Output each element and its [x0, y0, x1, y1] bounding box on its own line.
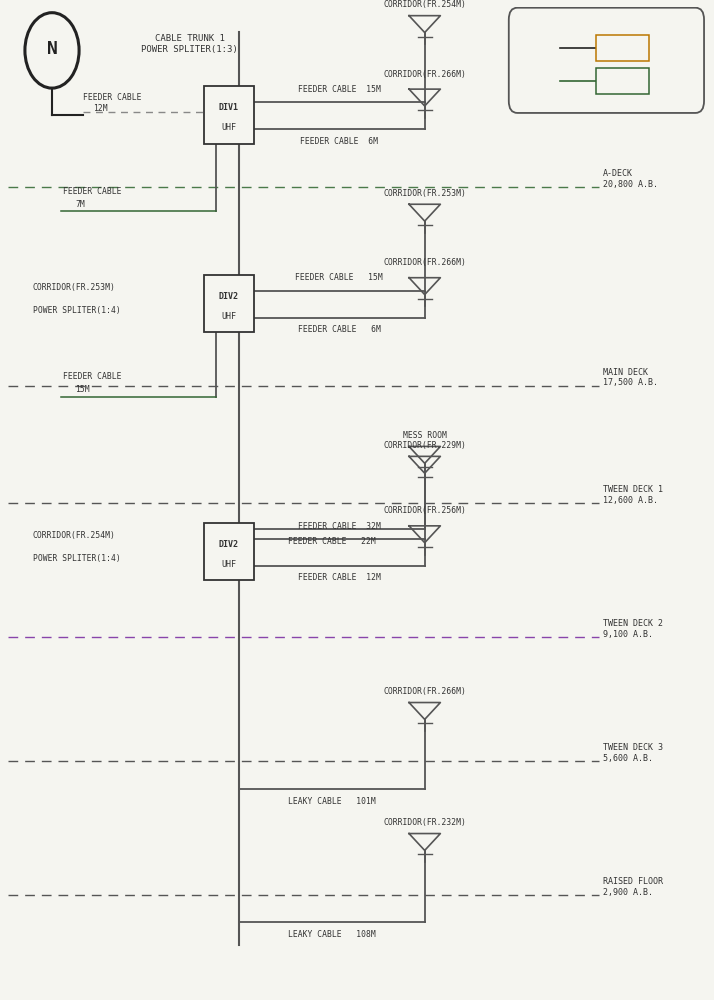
Text: FEEDER CABLE: FEEDER CABLE: [84, 93, 142, 102]
Text: TWEEN DECK 1: TWEEN DECK 1: [603, 485, 663, 494]
Text: 7M: 7M: [76, 200, 85, 209]
Text: 9,100 A.B.: 9,100 A.B.: [603, 630, 653, 639]
Text: UHF: UHF: [221, 560, 236, 569]
Text: RAISED FLOOR: RAISED FLOOR: [603, 877, 663, 886]
FancyBboxPatch shape: [509, 8, 704, 113]
Text: CORRIDOR(FR.254M): CORRIDOR(FR.254M): [33, 531, 116, 540]
Text: TWEEN DECK 2: TWEEN DECK 2: [603, 619, 663, 628]
Text: FEEDER CABLE: FEEDER CABLE: [64, 187, 122, 196]
Text: 15M: 15M: [76, 385, 90, 394]
Text: CORRIDOR(FR.229M): CORRIDOR(FR.229M): [383, 441, 466, 450]
Text: CORRIDOR(FR.266M): CORRIDOR(FR.266M): [383, 70, 466, 79]
Text: DIV2: DIV2: [218, 292, 238, 301]
Text: FEEDER CABLE   22M: FEEDER CABLE 22M: [288, 537, 376, 546]
Text: 12M: 12M: [94, 104, 108, 113]
Text: CABLE TRUNK 1: CABLE TRUNK 1: [155, 34, 224, 43]
Text: CORRIDOR(FR.256M): CORRIDOR(FR.256M): [383, 506, 466, 515]
Text: POWER SPLITER(1:4): POWER SPLITER(1:4): [33, 554, 121, 563]
Text: POWER SPLITER(1:3): POWER SPLITER(1:3): [141, 45, 238, 54]
Text: FEEDER CABLE  15M: FEEDER CABLE 15M: [298, 85, 381, 94]
Text: LEAKY CABLE   108M: LEAKY CABLE 108M: [288, 930, 376, 939]
Text: 12,600 A.B.: 12,600 A.B.: [603, 496, 658, 505]
Text: N: N: [46, 40, 57, 58]
Text: LEAKY CABLE   101M: LEAKY CABLE 101M: [288, 797, 376, 806]
Text: FEEDER CABLE   15M: FEEDER CABLE 15M: [296, 273, 383, 282]
Polygon shape: [532, 42, 557, 56]
Text: FEEDER CABLE   6M: FEEDER CABLE 6M: [298, 325, 381, 334]
Text: CORRIDOR(FR.232M): CORRIDOR(FR.232M): [383, 818, 466, 827]
Text: A-DECK: A-DECK: [603, 169, 633, 178]
Text: 20,800 A.B.: 20,800 A.B.: [603, 180, 658, 189]
Text: ARO: ARO: [614, 43, 630, 52]
Text: FEEDER CABLE  6M: FEEDER CABLE 6M: [300, 137, 378, 146]
Text: 17,500 A.B.: 17,500 A.B.: [603, 378, 658, 387]
Text: FEEDER CABLE  32M: FEEDER CABLE 32M: [298, 522, 381, 531]
Text: CORRIDOR(FR.266M): CORRIDOR(FR.266M): [383, 687, 466, 696]
Text: MAIN DECK: MAIN DECK: [603, 368, 648, 377]
Text: 5,600 A.B.: 5,600 A.B.: [603, 754, 653, 763]
Text: ARI: ARI: [614, 77, 630, 86]
Text: FEEDER CABLE: FEEDER CABLE: [64, 372, 122, 381]
Text: UHF: UHF: [221, 123, 236, 132]
Text: TWEEN DECK 3: TWEEN DECK 3: [603, 743, 663, 752]
Text: UHF: UHF: [221, 312, 236, 321]
Text: CORRIDOR(FR.253M): CORRIDOR(FR.253M): [383, 189, 466, 198]
Text: CORRIDOR(FR.266M): CORRIDOR(FR.266M): [383, 258, 466, 267]
Bar: [203, 275, 253, 332]
Bar: [595, 68, 649, 94]
Text: CORRIDOR(FR.254M): CORRIDOR(FR.254M): [383, 0, 466, 9]
Text: DIV1: DIV1: [218, 103, 238, 112]
Bar: [203, 86, 253, 144]
Text: CORRIDOR(FR.253M): CORRIDOR(FR.253M): [33, 283, 116, 292]
Text: MESS ROOM: MESS ROOM: [403, 431, 447, 440]
Bar: [203, 523, 253, 580]
Text: DIV2: DIV2: [218, 540, 238, 549]
Text: FEEDER CABLE  12M: FEEDER CABLE 12M: [298, 573, 381, 582]
Bar: [595, 35, 649, 61]
Text: 2,900 A.B.: 2,900 A.B.: [603, 888, 653, 897]
Text: POWER SPLITER(1:4): POWER SPLITER(1:4): [33, 306, 121, 315]
